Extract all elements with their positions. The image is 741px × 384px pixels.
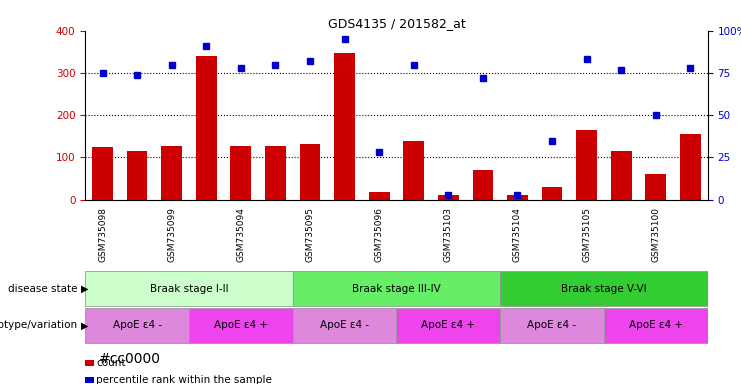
Bar <box>92 147 113 200</box>
Bar <box>645 174 666 200</box>
Text: ApoE ε4 +: ApoE ε4 + <box>214 320 268 331</box>
Bar <box>230 146 251 200</box>
Bar <box>604 308 708 343</box>
Text: ApoE ε4 +: ApoE ε4 + <box>629 320 682 331</box>
Bar <box>507 195 528 200</box>
Bar <box>189 308 293 343</box>
Bar <box>293 308 396 343</box>
Bar <box>334 53 355 200</box>
Text: ApoE ε4 -: ApoE ε4 - <box>320 320 369 331</box>
Bar <box>162 146 182 200</box>
Bar <box>438 195 459 200</box>
Text: Braak stage V-VI: Braak stage V-VI <box>561 284 647 294</box>
Bar <box>473 170 494 200</box>
Text: percentile rank within the sample: percentile rank within the sample <box>96 375 272 384</box>
Bar <box>680 134 701 200</box>
Text: #cc0000: #cc0000 <box>99 352 161 366</box>
Text: disease state: disease state <box>8 284 78 294</box>
Bar <box>265 146 286 200</box>
Text: ApoE ε4 +: ApoE ε4 + <box>422 320 475 331</box>
Bar <box>500 271 708 306</box>
Bar <box>542 187 562 200</box>
Bar <box>127 151 147 200</box>
Bar <box>369 192 390 200</box>
Bar <box>576 130 597 200</box>
Bar <box>500 308 604 343</box>
Text: Braak stage I-II: Braak stage I-II <box>150 284 228 294</box>
Bar <box>611 151 631 200</box>
Text: count: count <box>96 358 126 368</box>
Text: ▶: ▶ <box>81 320 88 331</box>
Bar <box>85 308 189 343</box>
Bar <box>293 271 500 306</box>
Bar <box>85 271 293 306</box>
Bar <box>196 56 216 200</box>
Text: ApoE ε4 -: ApoE ε4 - <box>113 320 162 331</box>
Text: Braak stage III-IV: Braak stage III-IV <box>352 284 441 294</box>
Bar <box>403 141 424 200</box>
Bar <box>396 308 500 343</box>
Text: genotype/variation: genotype/variation <box>0 320 78 331</box>
Title: GDS4135 / 201582_at: GDS4135 / 201582_at <box>328 17 465 30</box>
Bar <box>299 144 320 200</box>
Text: ▶: ▶ <box>81 284 88 294</box>
Text: ApoE ε4 -: ApoE ε4 - <box>528 320 576 331</box>
